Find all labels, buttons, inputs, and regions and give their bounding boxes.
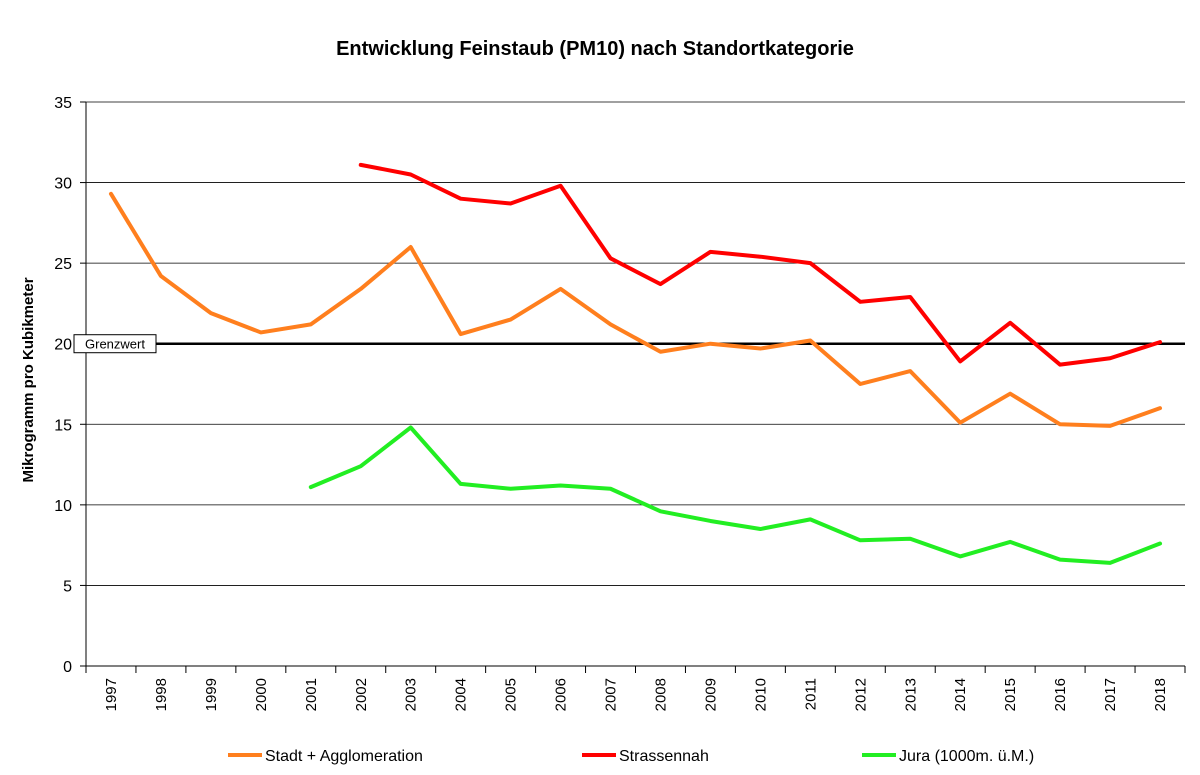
y-tick-label: 10 [54,498,72,515]
series-layer [108,162,1163,565]
y-tick-label: 15 [54,417,72,434]
x-tick-label: 1998 [153,678,170,711]
x-tick-label: 1999 [203,678,220,711]
x-tick-label: 2001 [303,678,320,711]
x-tick-label: 2003 [403,678,420,711]
reference-line-group: Grenzwert [73,334,1185,354]
x-tick-label: 2012 [852,678,869,711]
x-tick-label: 2006 [553,678,570,711]
y-tick-label: 25 [54,256,72,273]
legend-label-2: Strassennah [619,748,709,765]
x-tick-label: 2007 [603,678,620,711]
x-tick-label: 2014 [952,678,969,711]
x-tick-label: 2002 [353,678,370,711]
x-tick-label: 2015 [1002,678,1019,711]
series-line-2 [358,162,1163,367]
x-tick-label: 2005 [503,678,520,711]
legend-label-1: Stadt + Agglomeration [265,748,423,765]
x-tick-label: 2017 [1102,678,1119,711]
axis-layer: 0 5 10 15 20 25 30 35 1997 1998 1999 2000 2001 2002 20… [54,95,1186,711]
y-tick-label: 30 [54,176,72,193]
x-tick-label: 2011 [802,678,819,710]
y-tick-label: 35 [54,95,72,112]
x-tick-label: 2004 [453,678,470,711]
x-tick-label: 2010 [752,678,769,711]
series-line-1 [108,191,1163,428]
x-tick-label: 2008 [652,678,669,711]
x-tick-label: 1997 [103,678,120,711]
x-tick-label: 2000 [253,678,270,711]
x-tick-label: 2009 [702,678,719,711]
y-tick-label: 0 [63,659,72,676]
grenzwert-label-box [73,334,157,354]
grenzwert-label: Grenzwert [85,337,145,352]
x-tick-label: 2013 [902,678,919,711]
legend: Stadt + Agglomeration Strassennah Jura (10… [228,748,1034,765]
y-axis-label: Mikrogramm pro Kubikmeter [20,277,37,482]
series-line-3 [308,425,1163,565]
x-tick-label: 2018 [1152,678,1169,711]
y-tick-label: 20 [54,337,72,354]
legend-label-3: Jura (1000m. ü.M.) [899,748,1034,765]
chart-title: Entwicklung Feinstaub (PM10) nach Stando… [336,38,854,60]
y-tick-label: 5 [63,578,72,595]
x-tick-label: 2016 [1052,678,1069,711]
